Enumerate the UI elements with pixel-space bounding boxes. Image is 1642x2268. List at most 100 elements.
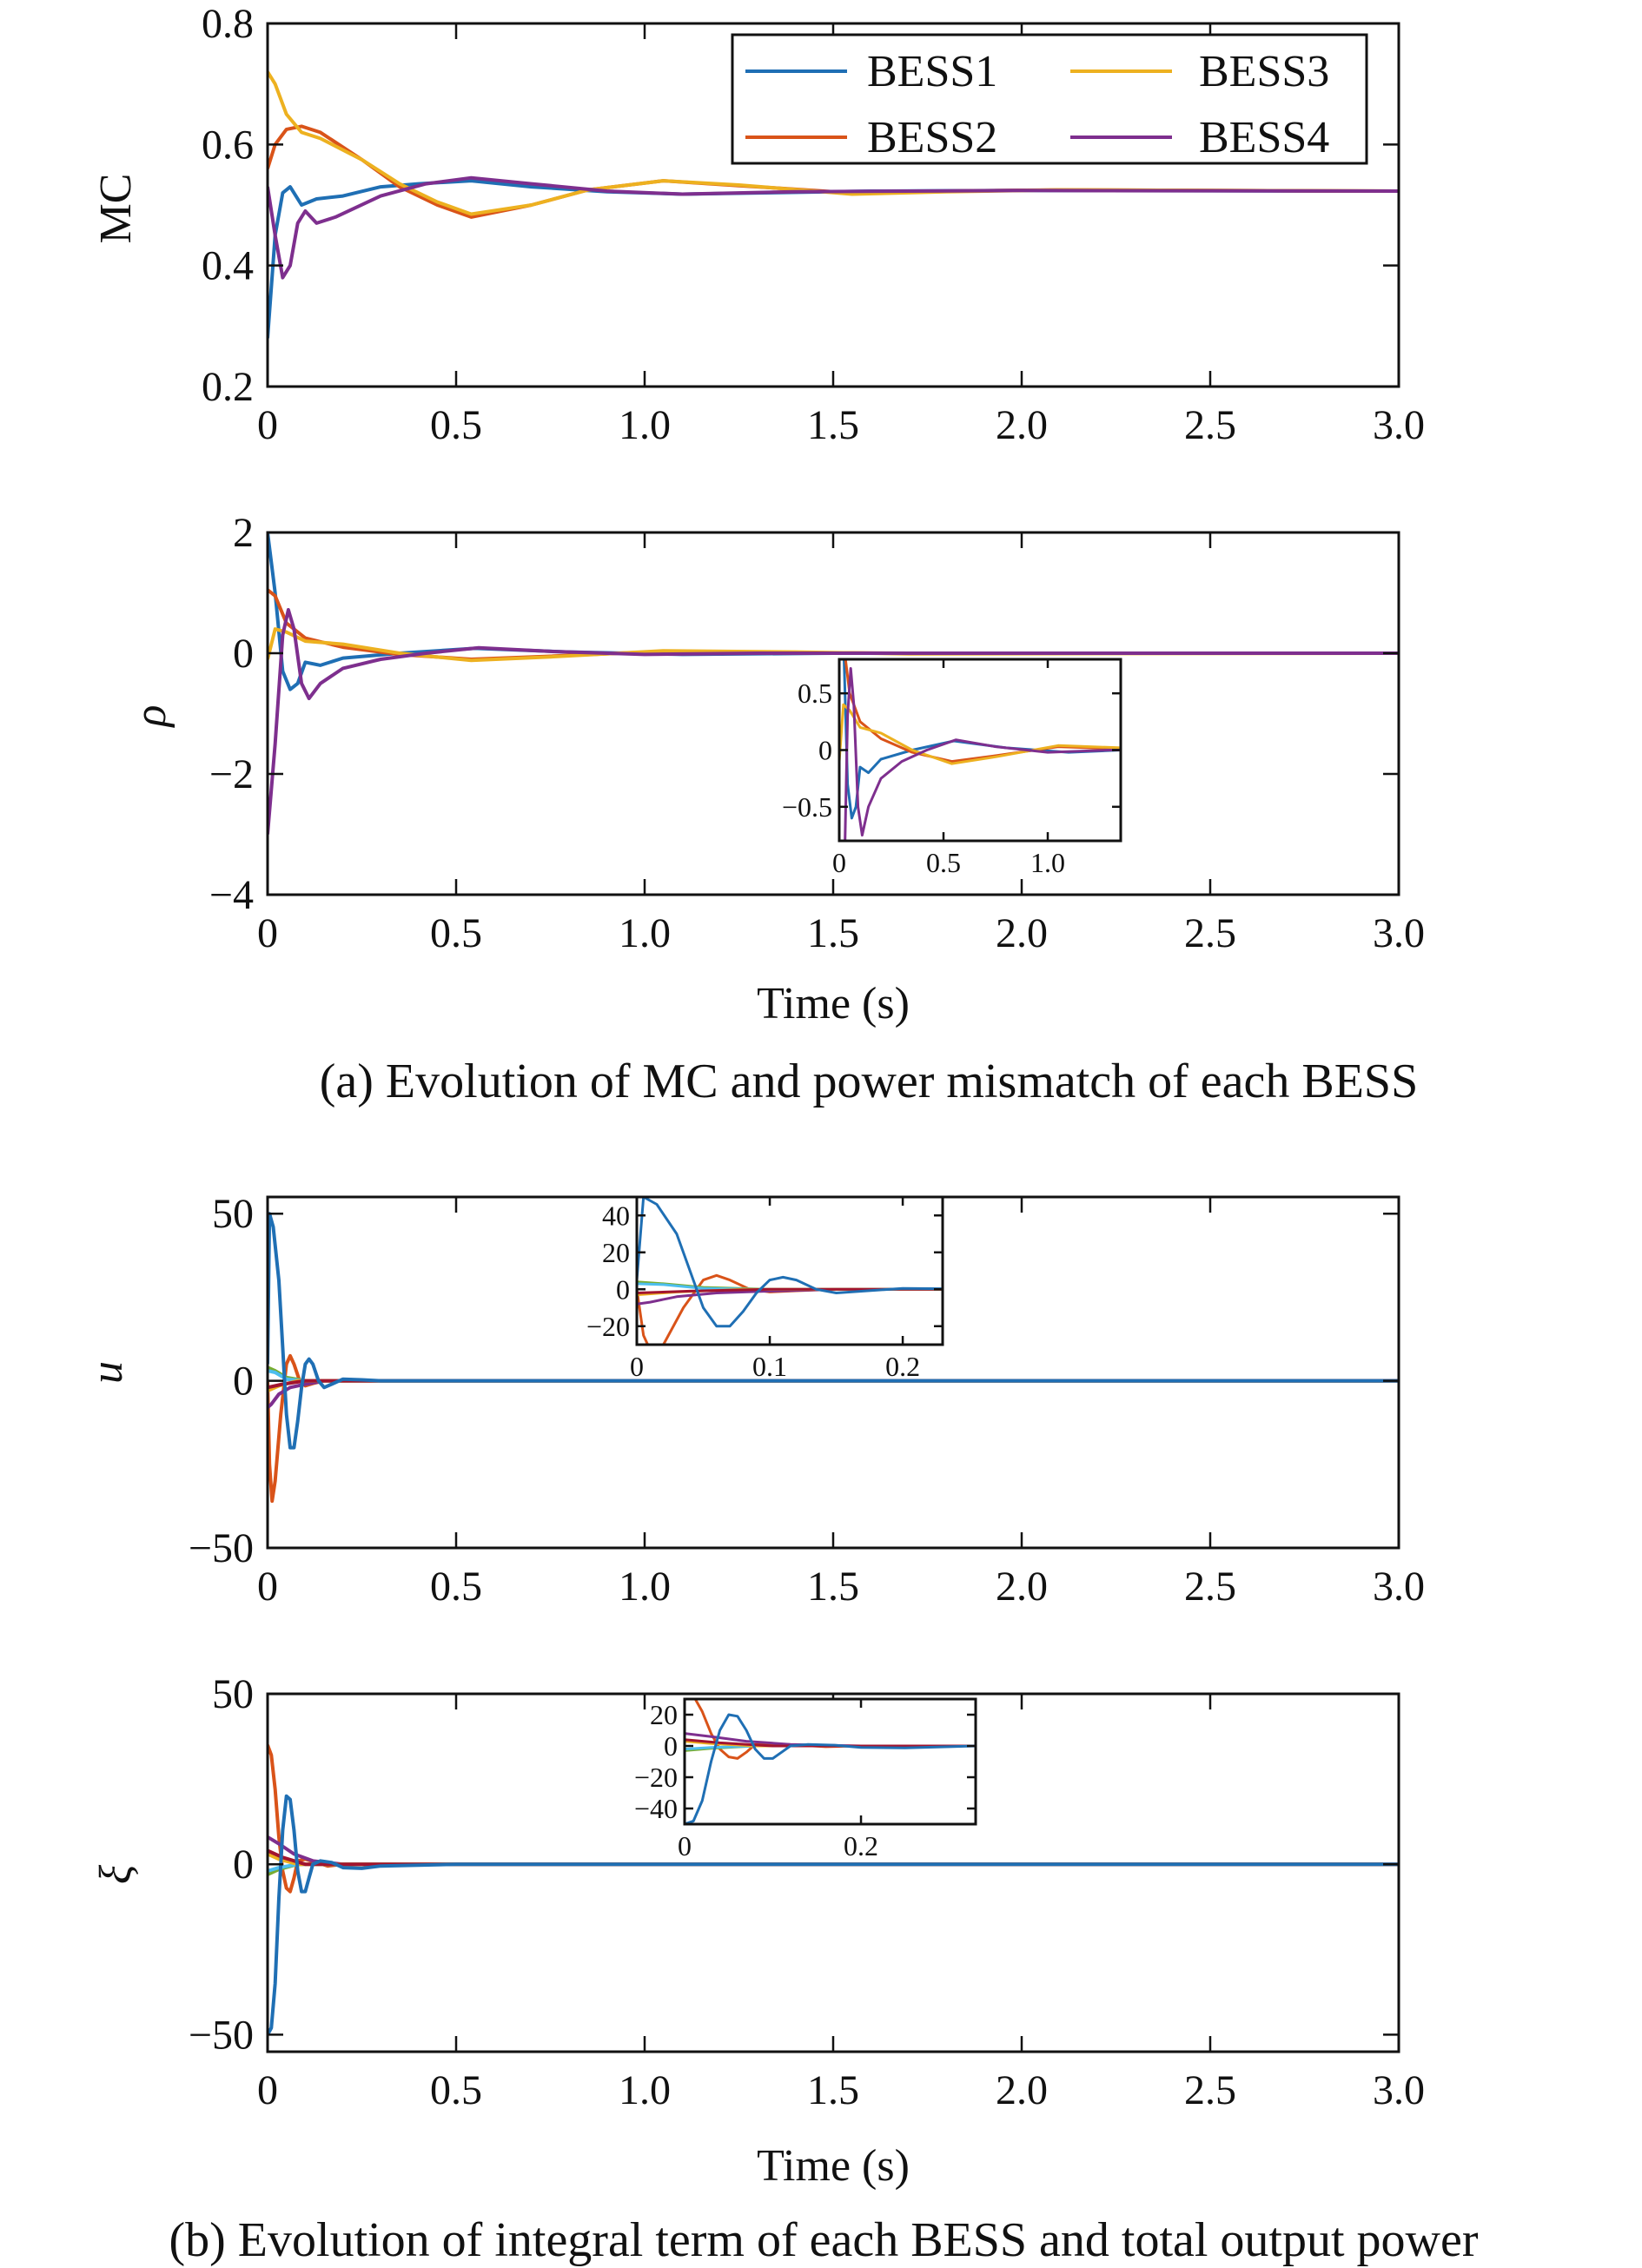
rho-ytick-label: −4 bbox=[209, 872, 254, 918]
xi-xtick-label: 0.5 bbox=[430, 2067, 482, 2113]
mc-ylabel: MC bbox=[91, 174, 141, 244]
mc-ytick-label: 0.6 bbox=[202, 122, 254, 168]
u-series-extra1 bbox=[268, 1365, 1399, 1383]
rho-xtick-label: 2.0 bbox=[996, 910, 1048, 956]
xi-ytick-label: 0 bbox=[233, 1842, 254, 1888]
u-inset-ytick-label: 0 bbox=[616, 1273, 630, 1305]
u-series-bess2 bbox=[268, 1353, 1399, 1504]
u-series-bess1 bbox=[268, 1212, 1399, 1450]
mc-xtick-label: 1.0 bbox=[619, 402, 671, 448]
rho-xtick-label: 2.5 bbox=[1184, 910, 1236, 956]
xi-inset-ytick-label: 20 bbox=[650, 1699, 678, 1730]
legend-label-bess2: BESS2 bbox=[867, 113, 997, 162]
rho-series-bess3 bbox=[268, 627, 1399, 663]
legend: BESS1 BESS2 BESS3 BESS4 bbox=[731, 33, 1368, 165]
rho-ytick-label: 2 bbox=[233, 510, 254, 556]
legend-label-bess1: BESS1 bbox=[867, 47, 997, 96]
u-xtick-label: 2.5 bbox=[1184, 1564, 1236, 1610]
rho-inset-xtick-label: 1.0 bbox=[1030, 847, 1065, 878]
u-xtick-label: 0 bbox=[257, 1564, 278, 1610]
xi-ylabel: ξ bbox=[91, 1864, 141, 1884]
rho-inset: 0 0.5 1.0−0.500.5 bbox=[782, 658, 1122, 878]
u-inset-xtick-label: 0.1 bbox=[752, 1351, 787, 1382]
xi-inset-ytick-label: −20 bbox=[634, 1762, 678, 1793]
rho-xtick-label: 1.0 bbox=[619, 910, 671, 956]
rho-series-bess1 bbox=[268, 532, 1399, 691]
u-inset-ytick-label: 20 bbox=[602, 1237, 630, 1268]
xi-xtick-label: 0 bbox=[257, 2067, 278, 2113]
xi-xlabel: Time (s) bbox=[757, 2141, 910, 2191]
u-inset-ytick-label: 40 bbox=[602, 1200, 630, 1231]
xi-inset-ytick-label: −40 bbox=[634, 1793, 678, 1824]
u-inset-series-bess1 bbox=[637, 1197, 943, 1328]
panel-mc: 0 0.5 1.0 1.5 2.0 2.5 3.0 0.2 0.4 0.6 0.8 MC bbox=[91, 1, 1425, 448]
xi-series-bess4 bbox=[268, 1835, 1399, 1867]
rho-inset-ytick-label: 0.5 bbox=[798, 678, 832, 709]
rho-inset-series-bess4 bbox=[844, 667, 1121, 841]
caption-a: (a) Evolution of MC and power mismatch o… bbox=[320, 1055, 1418, 1108]
xi-series-bess1 bbox=[268, 1794, 1399, 2036]
rho-ylabel: ρ bbox=[126, 705, 175, 729]
u-inset-xtick-label: 0 bbox=[630, 1351, 644, 1382]
rho-series-bess2 bbox=[268, 588, 1399, 661]
xi-xtick-label: 2.5 bbox=[1184, 2067, 1236, 2113]
u-inset-background bbox=[637, 1197, 943, 1345]
rho-inset-xtick-label: 0.5 bbox=[926, 847, 961, 878]
rho-inset-background bbox=[839, 659, 1121, 841]
xi-inset-background bbox=[685, 1699, 976, 1824]
xi-xtick-label: 3.0 bbox=[1373, 2067, 1425, 2113]
rho-inset-frame bbox=[838, 658, 1122, 843]
mc-ytick-label: 0.2 bbox=[202, 364, 254, 410]
rho-xlabel: Time (s) bbox=[757, 979, 910, 1028]
legend-box bbox=[731, 33, 1368, 165]
xi-inset-ytick-label: 0 bbox=[664, 1730, 678, 1762]
legend-label-bess3: BESS3 bbox=[1199, 47, 1329, 96]
u-ytick-label: −50 bbox=[189, 1525, 254, 1571]
u-ylabel: u bbox=[83, 1361, 132, 1384]
u-ytick-label: 50 bbox=[212, 1191, 254, 1237]
xi-inset-xtick-label: 0 bbox=[678, 1830, 692, 1861]
legend-label-bess4: BESS4 bbox=[1199, 113, 1329, 162]
mc-xtick-label: 0.5 bbox=[430, 402, 482, 448]
u-inset-xtick-label: 0.2 bbox=[885, 1351, 920, 1382]
xi-inset-series-extra3 bbox=[685, 1738, 976, 1748]
xi-xtick-label: 1.5 bbox=[807, 2067, 859, 2113]
rho-xtick-label: 1.5 bbox=[807, 910, 859, 956]
xi-series-extra3 bbox=[268, 1848, 1399, 1867]
rho-axes-frame bbox=[266, 531, 1400, 896]
xi-ytick-label: −50 bbox=[189, 2012, 254, 2058]
xi-inset-frame bbox=[683, 1697, 977, 1826]
caption-b: (b) Evolution of integral term of each B… bbox=[169, 2213, 1479, 2267]
rho-xtick-label: 3.0 bbox=[1373, 910, 1425, 956]
xi-xtick-label: 2.0 bbox=[996, 2067, 1048, 2113]
u-series-bess4 bbox=[268, 1379, 1399, 1409]
mc-xtick-label: 3.0 bbox=[1373, 402, 1425, 448]
mc-xtick-label: 1.5 bbox=[807, 402, 859, 448]
rho-series-bess4 bbox=[268, 608, 1399, 835]
panel-rho: 0 0.5 1.0 1.5 2.0 2.5 3.0 −4 −2 0 2 ρ Time (s) 0 0.5 1.… bbox=[126, 510, 1425, 1028]
u-inset-frame bbox=[635, 1195, 944, 1346]
u-xtick-label: 0.5 bbox=[430, 1564, 482, 1610]
xi-axes-frame bbox=[266, 1692, 1400, 2053]
rho-ytick-label: 0 bbox=[233, 631, 254, 677]
u-xtick-label: 3.0 bbox=[1373, 1564, 1425, 1610]
rho-inset-xtick-label: 0 bbox=[832, 847, 846, 878]
u-ytick-label: 0 bbox=[233, 1359, 254, 1405]
u-xtick-label: 1.5 bbox=[807, 1564, 859, 1610]
rho-xtick-label: 0.5 bbox=[430, 910, 482, 956]
mc-xtick-label: 0 bbox=[257, 402, 278, 448]
mc-series-bess4 bbox=[268, 175, 1399, 280]
rho-ytick-label: −2 bbox=[209, 751, 254, 797]
mc-xtick-label: 2.5 bbox=[1184, 402, 1236, 448]
xi-xtick-label: 1.0 bbox=[619, 2067, 671, 2113]
mc-ytick-label: 0.8 bbox=[202, 1, 254, 47]
u-inset-series-extra3 bbox=[637, 1287, 943, 1294]
u-inset-ytick-label: −20 bbox=[586, 1311, 630, 1342]
u-xtick-label: 1.0 bbox=[619, 1564, 671, 1610]
mc-xtick-label: 2.0 bbox=[996, 402, 1048, 448]
